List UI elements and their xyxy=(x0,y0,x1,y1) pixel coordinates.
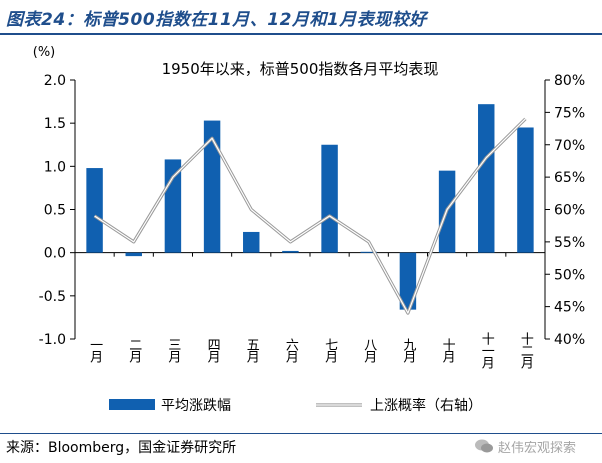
chart-labels: 1950年以来，标普500指数各月平均表现 (%) -1.0 -0.5 0.0 0.5 1.… xyxy=(33,45,585,370)
bar xyxy=(243,231,260,253)
chart-legend: 平均涨跌幅 上涨概率（右轴） xyxy=(109,397,482,414)
bar xyxy=(86,168,103,253)
x-tick-label: 五月 xyxy=(244,338,260,364)
chart-title: 1950年以来，标普500指数各月平均表现 xyxy=(162,60,439,78)
x-tick-label: 七月 xyxy=(322,338,338,364)
x-tick-label: 八月 xyxy=(361,338,377,364)
watermark-text: 赵伟宏观探索 xyxy=(498,441,577,456)
line-series xyxy=(93,117,527,315)
bar-line-chart: 1950年以来，标普500指数各月平均表现 (%) -1.0 -0.5 0.0 0.5 1.… xyxy=(33,45,585,414)
y-tick-label-left: 0.5 xyxy=(44,203,66,219)
legend-label-bar: 平均涨跌幅 xyxy=(161,398,231,414)
y-tick-label-right: 60% xyxy=(554,203,585,219)
probability-line-outline xyxy=(93,117,527,315)
source-note: 来源：Bloomberg，国金证券研究所 xyxy=(6,440,237,456)
bar xyxy=(282,250,299,253)
wechat-icon xyxy=(475,439,493,453)
bar xyxy=(360,251,377,253)
bar xyxy=(399,252,417,310)
y-tick-label-right: 80% xyxy=(554,73,585,89)
bar xyxy=(203,120,221,253)
y-axis-left-unit: (%) xyxy=(33,45,56,60)
y-tick-label-left: -0.5 xyxy=(39,289,66,305)
y-tick-label-right: 50% xyxy=(554,267,585,283)
bar xyxy=(478,104,495,253)
x-tick-label: 十二月 xyxy=(518,332,534,370)
chart-axes xyxy=(70,79,550,340)
x-tick-label: 二月 xyxy=(126,338,142,364)
x-tick-label: 一月 xyxy=(87,338,103,364)
y-tick-label-left: 1.5 xyxy=(44,116,66,132)
y-tick-label-right: 40% xyxy=(554,332,585,348)
x-tick-label: 九月 xyxy=(400,338,416,364)
legend-swatch-bar xyxy=(109,399,155,410)
watermark: 赵伟宏观探索 xyxy=(470,432,600,460)
y-tick-label-left: 2.0 xyxy=(44,73,66,89)
bar-series xyxy=(86,104,534,310)
x-tick-label: 四月 xyxy=(205,338,221,364)
y-tick-label-right: 65% xyxy=(554,170,585,186)
figure-title: 图表24：标普500指数在11月、12月和1月表现较好 xyxy=(6,10,427,30)
y-tick-label-left: 1.0 xyxy=(44,159,66,175)
legend-label-line: 上涨概率（右轴） xyxy=(370,397,482,414)
figure-header: 图表24：标普500指数在11月、12月和1月表现较好 xyxy=(0,0,602,35)
bar xyxy=(321,144,338,253)
y-tick-label-left: -1.0 xyxy=(39,332,66,348)
bar xyxy=(125,252,142,257)
y-tick-label-right: 70% xyxy=(554,138,585,154)
header-divider xyxy=(0,33,602,35)
x-tick-label: 六月 xyxy=(283,338,299,364)
y-tick-label-left: 0.0 xyxy=(44,246,66,262)
y-tick-label-right: 45% xyxy=(554,300,585,316)
x-tick-label: 十一月 xyxy=(479,332,495,370)
bar xyxy=(517,127,534,253)
probability-line xyxy=(94,118,526,314)
x-tick-label: 十月 xyxy=(440,338,456,364)
y-tick-label-right: 55% xyxy=(554,235,585,251)
x-tick-label: 三月 xyxy=(165,338,181,364)
y-tick-label-right: 75% xyxy=(554,105,585,121)
footer-divider xyxy=(0,433,602,434)
